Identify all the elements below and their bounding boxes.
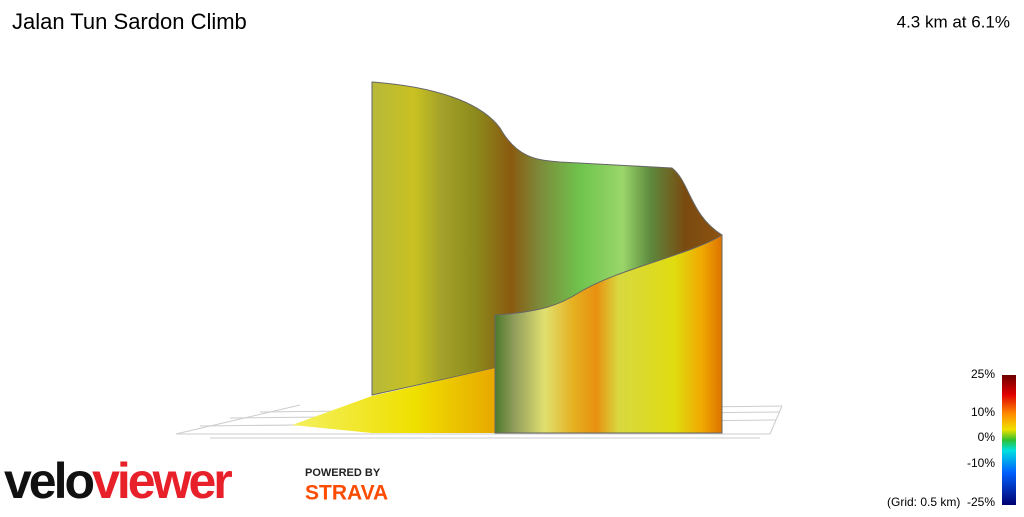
front-wall <box>494 234 723 434</box>
legend-tick: 25% <box>971 367 995 381</box>
legend-tick: -10% <box>967 456 995 470</box>
grid-note: (Grid: 0.5 km) <box>887 495 960 509</box>
logo-start: velo <box>4 453 94 509</box>
logo-end: viewer <box>92 453 232 509</box>
legend-tick: 10% <box>971 405 995 419</box>
back-wall <box>371 81 723 396</box>
title: Jalan Tun Sardon Climb <box>12 9 247 34</box>
legend-tick: 0% <box>978 430 996 444</box>
legend-bar <box>1002 375 1016 505</box>
summary: 4.3 km at 6.1% <box>897 12 1010 31</box>
powered-by: POWERED BY <box>305 467 381 479</box>
legend-tick: -25% <box>967 495 995 509</box>
partner-logo: STRAVA <box>305 482 388 505</box>
logo: veloviewer <box>4 453 232 509</box>
ground-wedge <box>292 368 495 433</box>
